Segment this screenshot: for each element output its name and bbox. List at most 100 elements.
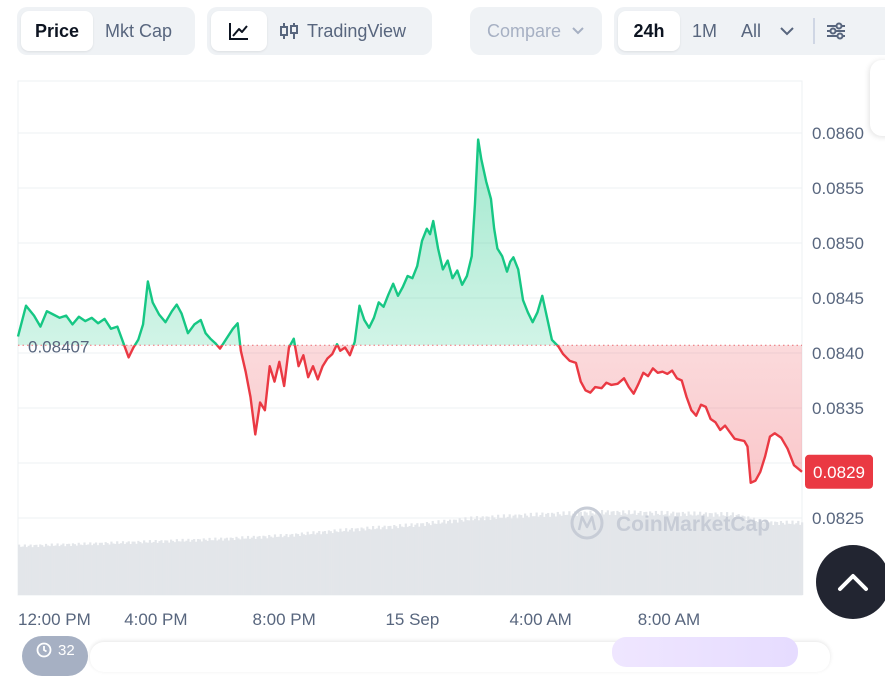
line-chart-icon xyxy=(228,21,250,41)
metric-toggle: Price Mkt Cap xyxy=(17,7,195,55)
volume-bar xyxy=(195,541,198,595)
y-tick-label: 0.0835 xyxy=(812,399,864,418)
volume-bar xyxy=(560,515,563,595)
price-area-down xyxy=(18,345,802,483)
volume-bar xyxy=(343,530,346,595)
volume-bar xyxy=(787,523,790,595)
tradingview-button[interactable]: TradingView xyxy=(267,11,418,51)
volume-bar xyxy=(256,536,259,595)
volume-bar xyxy=(64,546,67,595)
volume-bar xyxy=(69,546,73,595)
volume-bar xyxy=(131,541,134,595)
volume-bar xyxy=(677,512,681,595)
volume-bar xyxy=(504,518,507,595)
volume-bar xyxy=(704,512,708,595)
volume-bar xyxy=(237,538,240,595)
volume-bar xyxy=(552,513,556,595)
settings-sliders-icon[interactable] xyxy=(825,21,847,41)
history-counter-badge[interactable]: 32 xyxy=(22,636,88,676)
volume-bar xyxy=(733,517,736,595)
volume-bar xyxy=(48,546,51,595)
volume-bar xyxy=(271,537,275,595)
volume-bar xyxy=(116,541,119,595)
volume-bar xyxy=(448,519,452,595)
volume-bar xyxy=(262,535,265,595)
volume-bar xyxy=(285,534,288,595)
mkt-cap-tab[interactable]: Mkt Cap xyxy=(105,20,173,41)
volume-bar xyxy=(404,523,407,595)
volume-bar xyxy=(747,516,750,595)
volume-bar xyxy=(158,541,161,595)
x-tick-label: 4:00 AM xyxy=(509,610,571,629)
volume-bar xyxy=(664,514,667,595)
volume-bar xyxy=(339,528,342,595)
volume-bar xyxy=(156,542,159,595)
volume-bar xyxy=(454,519,457,595)
price-area-up xyxy=(18,139,558,346)
volume-bar xyxy=(672,511,675,595)
volume-bar xyxy=(220,537,223,595)
volume-bar xyxy=(477,520,481,595)
volume-bar xyxy=(410,523,413,595)
range-1m-tab[interactable]: 1M xyxy=(692,20,718,41)
volume-bar xyxy=(737,514,740,595)
volume-bar xyxy=(29,544,32,595)
volume-bar xyxy=(189,541,192,595)
volume-bar xyxy=(618,512,621,595)
price-chart[interactable]: CoinMarketCap 0.08250.08300.08350.08400.… xyxy=(0,0,885,655)
volume-bar xyxy=(102,544,105,595)
volume-bar xyxy=(731,512,734,595)
line-chart-button[interactable] xyxy=(211,11,267,51)
volume-bar xyxy=(545,513,548,595)
volume-bar xyxy=(579,511,582,595)
volume-bar xyxy=(710,513,713,595)
volume-bar xyxy=(683,513,686,595)
range-more-dropdown[interactable] xyxy=(773,11,801,51)
volume-bar xyxy=(535,512,538,595)
volume-bar xyxy=(258,535,261,595)
volume-bar xyxy=(685,515,688,595)
volume-bar xyxy=(121,541,125,595)
volume-bar xyxy=(645,511,648,595)
volume-bar xyxy=(608,514,611,595)
volume-bar xyxy=(679,516,683,595)
volume-bar xyxy=(754,521,758,595)
compare-dropdown[interactable]: Compare xyxy=(470,7,602,55)
y-tick-label: 0.0850 xyxy=(812,234,864,253)
volume-bar xyxy=(520,515,523,595)
volume-bar xyxy=(52,545,55,595)
volume-bar xyxy=(66,543,69,595)
volume-bar xyxy=(144,542,148,595)
volume-bar xyxy=(668,515,671,595)
volume-bar xyxy=(599,513,602,595)
volume-bar xyxy=(487,516,490,595)
volume-bar xyxy=(681,511,684,595)
volume-bar xyxy=(525,515,529,595)
volume-bar xyxy=(491,515,494,595)
scroll-to-top-button[interactable] xyxy=(816,545,885,619)
volume-bar xyxy=(119,543,123,595)
price-areas xyxy=(18,139,802,483)
volume-bar xyxy=(373,529,377,595)
coinmarketcap-logo-mark xyxy=(577,515,597,531)
range-24h-tab[interactable]: 24h xyxy=(618,11,680,51)
x-tick-label: 4:00 PM xyxy=(124,610,187,629)
range-all-tab[interactable]: All xyxy=(741,20,762,41)
volume-bar xyxy=(527,517,531,595)
volume-bar xyxy=(73,544,76,595)
volume-bar xyxy=(87,544,90,595)
volume-bar xyxy=(506,516,509,595)
chart-toolbar: Price Mkt Cap TradingView Compare 24h 1M… xyxy=(0,7,885,55)
volume-bar xyxy=(227,540,230,595)
volume-bar xyxy=(287,537,290,595)
volume-bar xyxy=(248,538,252,595)
volume-bar xyxy=(44,543,48,595)
volume-bar xyxy=(385,529,388,595)
volume-bar xyxy=(658,514,661,595)
volume-bar xyxy=(533,516,536,595)
price-tab[interactable]: Price xyxy=(21,11,93,51)
volume-bar xyxy=(100,542,103,595)
volume-bar xyxy=(402,527,405,595)
volume-bar xyxy=(160,540,163,595)
volume-bar xyxy=(583,511,586,595)
